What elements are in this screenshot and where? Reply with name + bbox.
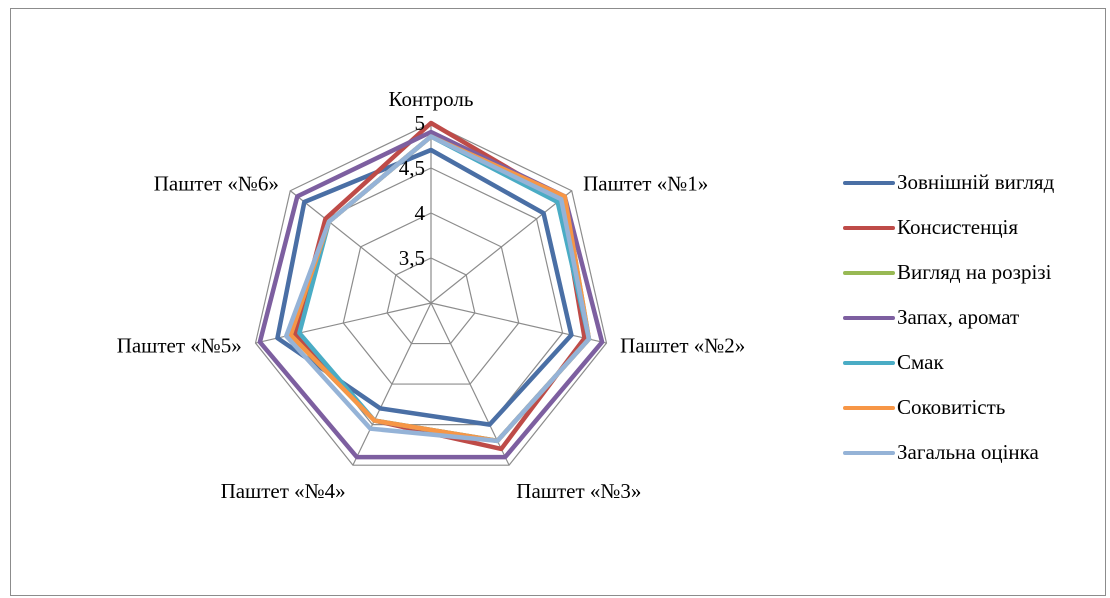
grid-spoke <box>430 302 607 344</box>
legend-label: Загальна оцінка <box>897 440 1039 464</box>
category-label: Паштет «№6» <box>154 171 279 195</box>
legend-item: Соковитість <box>843 385 1110 430</box>
legend-swatch <box>843 270 895 275</box>
grid-spoke <box>430 190 573 304</box>
grid-spoke <box>352 302 432 466</box>
legend: Зовнішній вигляд Консистенція Вигляд на ро… <box>843 160 1110 475</box>
chart-area: Контроль Паштет «№1» Паштет «№2» Паштет «№3… <box>10 8 1106 596</box>
category-label: Паштет «№1» <box>583 171 708 195</box>
axis-tick-labels: 3,5 4 4,5 5 <box>399 111 426 270</box>
legend-item: Вигляд на розрізі <box>843 250 1110 295</box>
category-label: Паштет «№5» <box>117 334 242 358</box>
legend-label: Смак <box>897 350 944 374</box>
axis-tick-label: 3,5 <box>399 246 425 270</box>
legend-label: Соковитість <box>897 395 1006 419</box>
legend-label: Запах, аромат <box>897 305 1020 329</box>
grid-ring <box>254 122 608 466</box>
category-label: Контроль <box>389 87 474 111</box>
legend-item: Зовнішній вигляд <box>843 160 1110 205</box>
grid-spoke <box>430 302 510 466</box>
legend-swatch <box>843 315 895 320</box>
category-label: Паштет «№4» <box>221 479 346 503</box>
axis-tick-label: 4 <box>415 201 426 225</box>
legend-item: Смак <box>843 340 1110 385</box>
radar-chart: Контроль Паштет «№1» Паштет «№2» Паштет «№3… <box>117 87 746 503</box>
legend-swatch <box>843 180 895 185</box>
legend-swatch <box>843 405 895 410</box>
radar-grid <box>254 122 608 466</box>
category-labels: Контроль Паштет «№1» Паштет «№2» Паштет «№3… <box>117 87 746 503</box>
grid-spoke <box>289 190 432 304</box>
series-line <box>275 147 574 427</box>
category-label: Паштет «№2» <box>620 334 745 358</box>
legend-swatch <box>843 360 895 365</box>
axis-tick-label: 5 <box>415 111 426 135</box>
legend-label: Вигляд на розрізі <box>897 260 1052 284</box>
axis-tick-label: 4,5 <box>399 156 425 180</box>
legend-label: Зовнішній вигляд <box>897 170 1055 194</box>
legend-swatch <box>843 450 895 455</box>
grid-ring <box>342 212 520 385</box>
legend-item: Консистенція <box>843 205 1110 250</box>
category-label: Паштет «№3» <box>516 479 641 503</box>
legend-swatch <box>843 225 895 230</box>
legend-label: Консистенція <box>897 215 1019 239</box>
radar-series <box>257 120 605 460</box>
series-line <box>283 134 592 444</box>
legend-item: Загальна оцінка <box>843 430 1110 475</box>
grid-ring <box>386 257 476 345</box>
legend-item: Запах, аромат <box>843 295 1110 340</box>
